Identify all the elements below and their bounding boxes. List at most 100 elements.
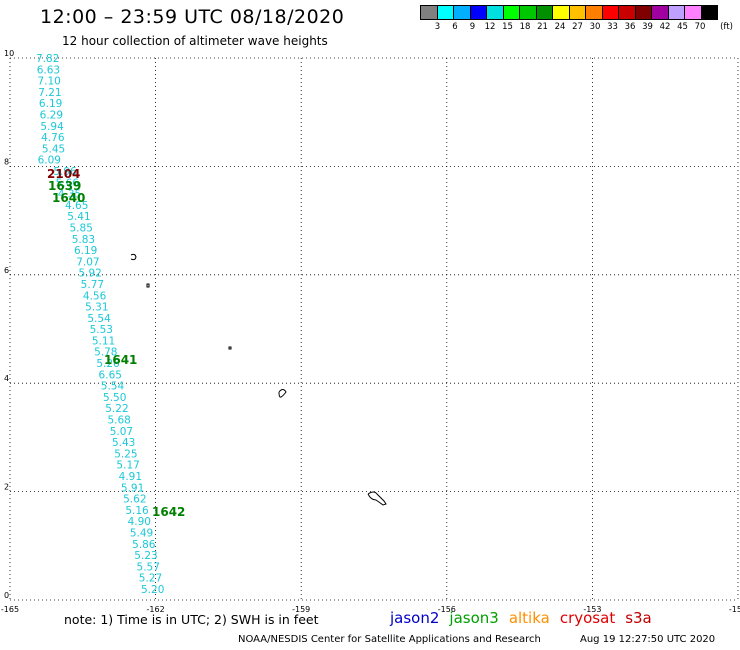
swh-value: 6.09 — [38, 155, 61, 167]
swh-value: 5.11 — [92, 335, 115, 347]
swh-value: 7.82 — [36, 53, 59, 65]
swh-value: 5.25 — [114, 448, 137, 460]
lon-tick-label: -150 — [729, 605, 740, 614]
swh-value: 5.91 — [121, 482, 144, 494]
swh-value: 5.16 — [125, 505, 149, 517]
swh-value: 5.83 — [72, 234, 95, 246]
colorbar-swatch — [700, 5, 718, 20]
swh-value: 4.90 — [128, 516, 151, 528]
swh-value: 5.62 — [123, 494, 146, 506]
colorbar-label: 12 — [484, 22, 496, 32]
swh-value: 7.07 — [76, 256, 99, 268]
swh-value: 5.22 — [105, 403, 128, 415]
swh-value: 5.68 — [107, 415, 130, 427]
swh-value: 4.56 — [83, 290, 107, 302]
swh-values: 7.826.637.107.216.196.295.944.765.456.09… — [36, 53, 164, 596]
swh-value: 4.76 — [41, 132, 65, 144]
pass-time-label: 1639 — [48, 179, 81, 193]
colorbar-label: 33 — [607, 22, 618, 32]
swh-value: 5.57 — [137, 561, 160, 573]
swh-value: 4.65 — [65, 200, 88, 212]
map-subtitle: 12 hour collection of altimeter wave hei… — [62, 34, 328, 48]
swh-value: 6.65 — [99, 369, 122, 381]
legend-item-jason3: jason3 — [449, 609, 499, 627]
island-3 — [228, 346, 232, 350]
lat-tick-label: 8 — [4, 157, 9, 166]
credit-line: NOAA/NESDIS Center for Satellite Applica… — [238, 634, 541, 645]
swh-value: 5.27 — [139, 573, 162, 585]
colorbar-label: 15 — [502, 22, 513, 32]
map-title: 12:00 – 23:59 UTC 08/18/2020 — [40, 6, 345, 28]
swh-value: 5.77 — [81, 279, 104, 291]
swh-value: 5.07 — [110, 426, 133, 438]
swh-value: 5.45 — [42, 143, 65, 155]
island-5 — [367, 491, 387, 506]
colorbar-label: 6 — [452, 22, 458, 32]
colorbar-label: 24 — [554, 22, 566, 32]
colorbar-label: 39 — [642, 22, 653, 32]
swh-value: 6.19 — [39, 98, 62, 110]
swh-value: 4.91 — [119, 471, 142, 483]
pass-time-label: 1641 — [104, 353, 137, 367]
colorbar — [420, 5, 718, 20]
swh-value: 5.85 — [70, 222, 93, 234]
swh-value: 5.50 — [103, 392, 126, 404]
swh-value: 7.21 — [38, 87, 61, 99]
swh-value: 5.20 — [141, 584, 164, 596]
lat-tick-label: 0 — [4, 591, 9, 600]
swh-value: 4.35 — [58, 189, 81, 201]
satellite-legend: jason2 jason3 altika cryosat s3a — [390, 609, 662, 627]
island-4 — [278, 389, 287, 398]
colorbar-label: 30 — [589, 22, 601, 32]
colorbar-label: 27 — [572, 22, 583, 32]
footer-note: note: 1) Time is in UTC; 2) SWH is in fe… — [64, 612, 319, 627]
swh-value: 5.54 — [101, 381, 125, 393]
legend-item-cryosat: cryosat — [559, 609, 616, 627]
colorbar-label: 42 — [659, 22, 671, 32]
swh-value: 5.53 — [90, 324, 113, 336]
lat-tick-label: 2 — [4, 483, 9, 492]
lat-tick-label: 6 — [4, 266, 9, 275]
map-tick-labels: -165 -162 -159 -156 -153 -150 0 2 4 6 8 10 — [1, 49, 740, 614]
legend-item-s3a: s3a — [625, 609, 652, 627]
colorbar-label: 3 — [434, 22, 441, 32]
swh-value: 6.19 — [74, 245, 97, 257]
swh-value: 5.23 — [134, 550, 157, 562]
colorbar-label: 45 — [677, 22, 688, 32]
swh-value: 5.96 — [53, 166, 77, 178]
lon-tick-label: -153 — [583, 605, 601, 614]
lon-tick-label: -162 — [147, 605, 165, 614]
island-1 — [130, 253, 137, 261]
swh-value: 5.54 — [87, 313, 111, 325]
pass-time-label: 1640 — [52, 191, 85, 205]
swh-value: 5.86 — [132, 539, 156, 551]
swh-value: 7.10 — [37, 76, 60, 88]
swh-value: 5.66 — [56, 177, 80, 189]
colorbar-label: (ft) — [720, 22, 733, 32]
swh-value: 5.26 — [96, 358, 120, 370]
lat-tick-label: 10 — [4, 49, 14, 58]
credit-timestamp: Aug 19 12:27:50 UTC 2020 — [580, 634, 716, 645]
colorbar-label: 36 — [624, 22, 636, 32]
lat-tick-label: 4 — [4, 374, 9, 383]
lon-tick-label: -159 — [292, 605, 310, 614]
legend-item-altika: altika — [508, 609, 550, 627]
colorbar-label: 18 — [519, 22, 531, 32]
swh-value: 5.49 — [130, 528, 153, 540]
swh-value: 5.43 — [112, 437, 135, 449]
swh-value: 6.63 — [37, 64, 60, 76]
swh-value: 5.78 — [94, 347, 117, 359]
pass-time-label: 1642 — [152, 505, 185, 519]
swh-value: 6.29 — [40, 109, 63, 121]
colorbar-label: 21 — [537, 22, 548, 32]
swh-value: 5.94 — [40, 121, 64, 133]
swh-value: 5.31 — [85, 302, 108, 314]
island-2 — [146, 283, 150, 288]
swh-value: 5.92 — [78, 268, 101, 280]
swh-value: 5.41 — [67, 211, 90, 223]
lon-tick-label: -165 — [1, 605, 19, 614]
map-grid — [9, 57, 739, 601]
colorbar-label: 70 — [694, 22, 706, 32]
